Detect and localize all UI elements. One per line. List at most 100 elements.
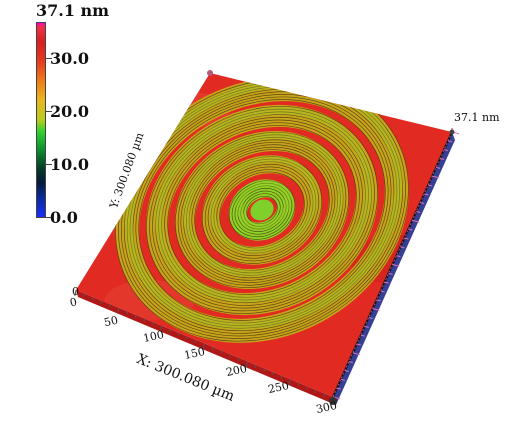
- y-origin-label: 0: [72, 285, 79, 298]
- right-axis-tick: [447, 140, 453, 143]
- x-axis-tick: [100, 300, 103, 304]
- x-axis-tick: [117, 307, 120, 314]
- ring-striation: [219, 171, 305, 249]
- z-axis-max-label: 37.1 nm: [454, 111, 500, 124]
- x-axis-tick: [229, 354, 231, 358]
- colorbar-tick-label-0: 0.0: [50, 208, 78, 227]
- right-axis-tick: [424, 193, 429, 196]
- height-colorbar: [36, 22, 46, 218]
- ring-striation: [246, 195, 278, 225]
- right-axis-tick: [360, 334, 365, 337]
- ring-striation: [174, 131, 350, 289]
- right-axis-tick: [392, 264, 400, 267]
- right-axis-tick: [396, 255, 401, 258]
- x-axis-tick: [220, 350, 223, 354]
- ring-striation: [155, 114, 369, 306]
- right-axis-tick: [436, 166, 441, 169]
- ring-striation: [207, 161, 317, 259]
- x-axis-tick: [314, 389, 317, 393]
- x-axis-tick: [211, 346, 214, 351]
- x-axis-tick: [152, 322, 154, 326]
- x-axis-ticks: [74, 289, 334, 404]
- colorbar-tick-mark: [46, 58, 52, 59]
- colorbar-tick-label-20: 20.0: [50, 102, 89, 121]
- x-axis-tick: [245, 361, 248, 368]
- ring-highlight: [209, 155, 318, 254]
- ring-striation: [167, 125, 357, 295]
- right-axis-tick: [432, 175, 440, 179]
- right-axis-tick: [408, 228, 413, 231]
- x-axis-tick: [126, 311, 128, 315]
- ring-striation: [149, 108, 375, 312]
- ring-pattern: [115, 77, 409, 343]
- right-axis-ticks: [332, 131, 460, 400]
- ring-striation: [121, 83, 403, 337]
- right-axis-tick: [368, 317, 373, 319]
- x-axis-tick: [109, 304, 111, 308]
- ring-striation: [216, 169, 308, 251]
- x-axis-tick: [323, 393, 325, 397]
- corner-marker: [449, 129, 455, 135]
- x-axis-tick: [280, 375, 283, 379]
- ring-striation: [210, 163, 314, 257]
- x-axis-tick: [297, 382, 300, 386]
- corner-marker: [207, 70, 213, 76]
- ring-striation: [129, 91, 395, 329]
- right-axis-tick: [356, 343, 361, 346]
- ring-striation: [132, 94, 392, 326]
- right-axis-tick: [439, 158, 445, 160]
- x-axis-tick: [194, 339, 197, 344]
- ring-striation: [146, 106, 378, 314]
- colorbar-max-label: 37.1 nm: [36, 1, 110, 20]
- x-axis-tick: [186, 336, 188, 340]
- ring-striation: [213, 166, 311, 254]
- right-axis-tick: [372, 308, 380, 311]
- right-axis-tick: [336, 387, 342, 390]
- ring-striation: [240, 190, 284, 230]
- right-axis-tick: [376, 299, 381, 302]
- x-axis-tick: [134, 314, 137, 319]
- ring-striation: [228, 180, 296, 240]
- corner-marker: [329, 397, 337, 405]
- right-axis-tick: [388, 272, 393, 275]
- ring-striation: [123, 86, 401, 334]
- ring-highlight: [124, 79, 403, 330]
- x-axis-tick: [143, 318, 146, 322]
- colorbar-tick-mark: [46, 217, 52, 218]
- right-axis-tick: [352, 352, 360, 356]
- right-axis-tick: [404, 237, 409, 240]
- right-axis-tick: [428, 184, 433, 187]
- ring-band: [146, 104, 378, 316]
- ring-striation: [204, 158, 320, 262]
- right-axis-tick: [384, 281, 389, 284]
- ring-striation: [185, 141, 339, 279]
- right-axis-tick: [416, 211, 421, 213]
- x-axis-tick: [237, 357, 240, 361]
- ring-highlight: [154, 106, 373, 303]
- colorbar-tick-mark: [46, 164, 52, 165]
- ring-highlight: [183, 132, 345, 278]
- x-axis-tick: [74, 289, 77, 297]
- right-axis-tick: [344, 370, 350, 372]
- x-axis-tick: [254, 364, 257, 368]
- x-tick-label-50: 50: [102, 313, 120, 330]
- x-axis-tick: [159, 325, 163, 332]
- ring-striation: [118, 81, 406, 339]
- right-axis-tick: [340, 378, 346, 381]
- ring-striation: [243, 193, 281, 227]
- ring-center: [250, 199, 274, 221]
- ring-striation: [201, 156, 323, 264]
- right-axis-tick: [380, 290, 385, 293]
- right-axis-tick: [412, 219, 420, 223]
- right-axis-tick: [348, 361, 353, 364]
- x-axis-tick: [202, 343, 205, 350]
- ring-striation: [138, 99, 386, 321]
- ring-striation: [234, 185, 290, 235]
- ring-striation: [191, 146, 333, 274]
- right-axis-tick: [364, 325, 369, 328]
- x-axis-tick: [92, 297, 94, 301]
- surface-edge: [333, 132, 455, 405]
- x-axis-tick: [169, 329, 171, 333]
